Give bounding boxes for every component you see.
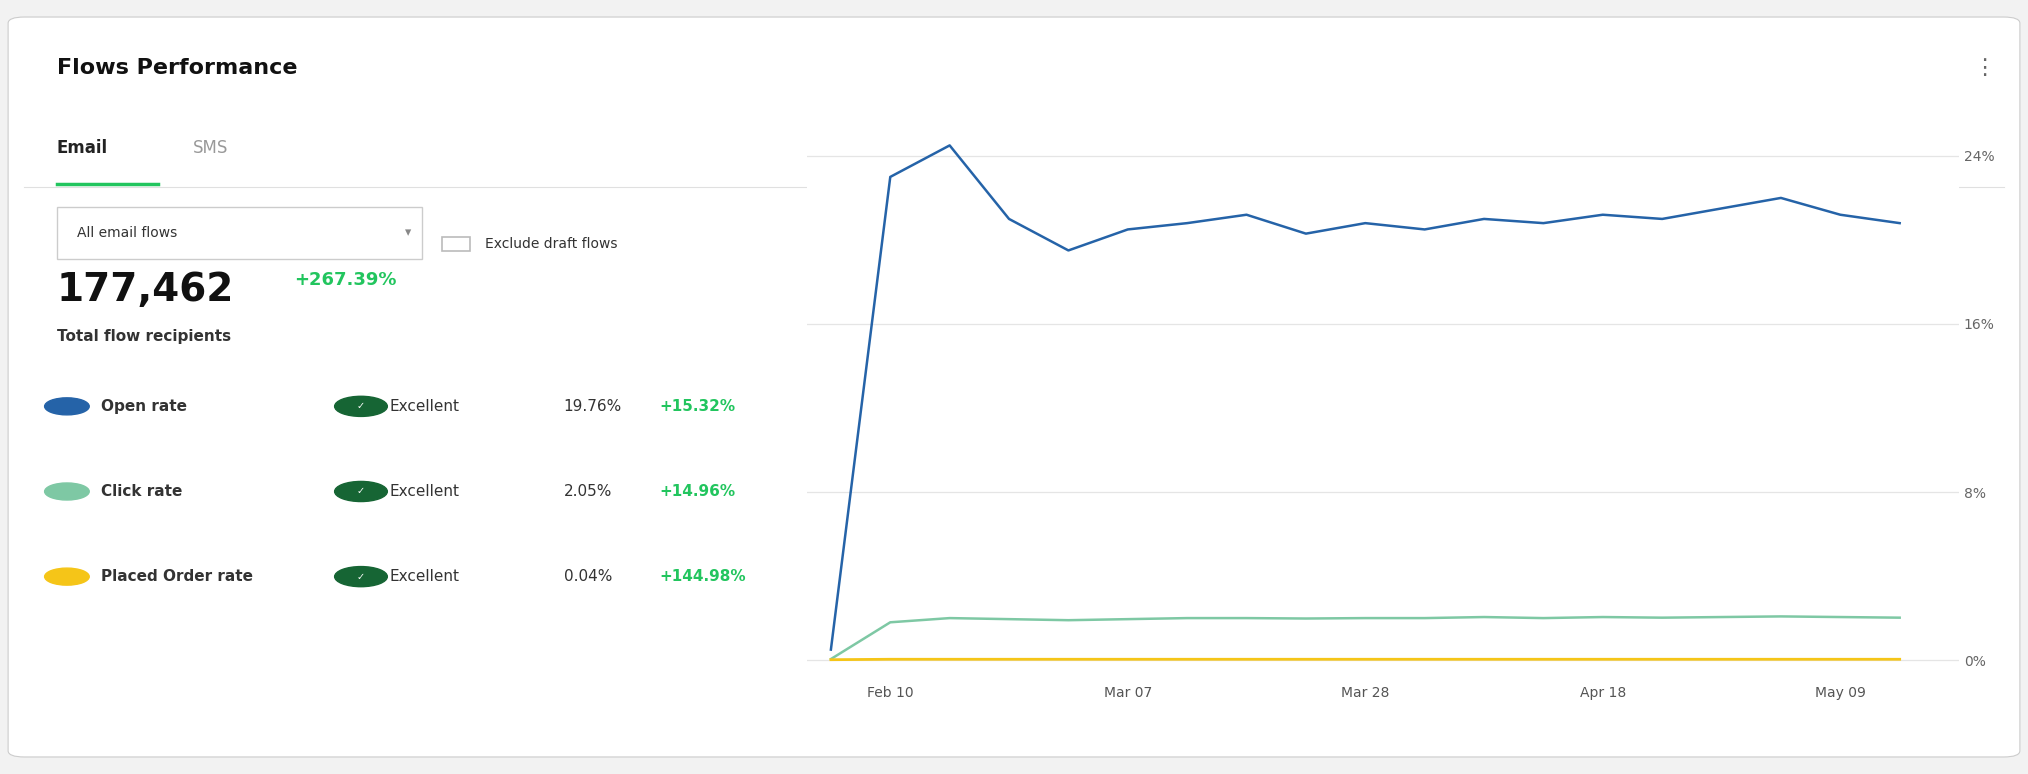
Text: Flows Performance: Flows Performance	[57, 58, 298, 78]
Circle shape	[335, 396, 387, 416]
FancyBboxPatch shape	[442, 237, 470, 251]
Circle shape	[45, 568, 89, 585]
Text: Placed Order rate: Placed Order rate	[101, 569, 254, 584]
Text: Excellent: Excellent	[389, 399, 460, 414]
Text: ▾: ▾	[406, 227, 412, 239]
Text: Click rate: Click rate	[101, 484, 183, 499]
Circle shape	[45, 483, 89, 500]
Text: 2.05%: 2.05%	[564, 484, 612, 499]
Text: +267.39%: +267.39%	[294, 271, 397, 289]
Text: ✓: ✓	[357, 487, 365, 496]
Text: Exclude draft flows: Exclude draft flows	[485, 237, 617, 251]
Text: +15.32%: +15.32%	[659, 399, 736, 414]
Text: Excellent: Excellent	[389, 569, 460, 584]
Text: SMS: SMS	[193, 139, 227, 157]
Text: All email flows: All email flows	[77, 226, 176, 240]
Text: 177,462: 177,462	[57, 271, 233, 309]
Text: 19.76%: 19.76%	[564, 399, 623, 414]
Text: +14.96%: +14.96%	[659, 484, 736, 499]
Text: 0.04%: 0.04%	[564, 569, 612, 584]
Circle shape	[335, 567, 387, 587]
Text: ✓: ✓	[357, 572, 365, 581]
Text: Total flow recipients: Total flow recipients	[57, 329, 231, 344]
Text: +144.98%: +144.98%	[659, 569, 746, 584]
FancyBboxPatch shape	[8, 17, 2020, 757]
Text: Email: Email	[57, 139, 107, 157]
Text: Open rate: Open rate	[101, 399, 187, 414]
FancyBboxPatch shape	[57, 207, 422, 259]
Text: Excellent: Excellent	[389, 484, 460, 499]
Text: ⋮: ⋮	[1973, 58, 1996, 78]
Text: ✓: ✓	[357, 402, 365, 411]
Circle shape	[45, 398, 89, 415]
Circle shape	[335, 481, 387, 502]
